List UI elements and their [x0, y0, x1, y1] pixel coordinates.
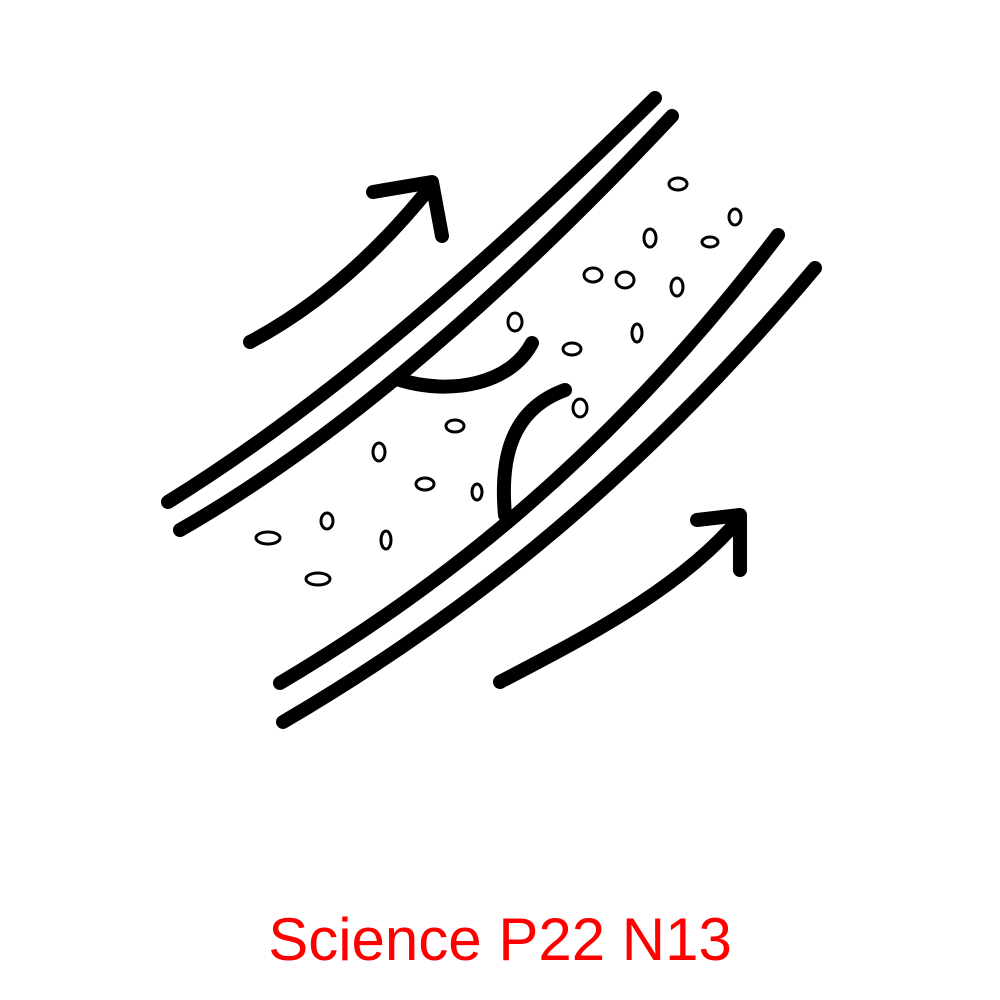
wall-lower-inner	[273, 228, 785, 690]
cell	[614, 270, 636, 290]
cell	[667, 176, 689, 192]
vein-walls	[161, 91, 822, 729]
cell	[470, 482, 484, 502]
caption: Science P22 N13	[268, 906, 732, 973]
cell	[700, 235, 720, 249]
cell	[304, 571, 332, 587]
arrow-head	[690, 508, 747, 577]
arrow-head	[366, 175, 449, 243]
cell	[254, 530, 282, 546]
wall-lower-outer	[276, 261, 822, 729]
cell	[319, 511, 335, 531]
cell	[727, 207, 743, 227]
cell	[630, 322, 644, 344]
valves	[393, 336, 572, 522]
arrow-shaft	[493, 511, 747, 689]
cell	[506, 311, 524, 333]
cell	[414, 476, 436, 492]
arrows	[243, 175, 747, 689]
cell	[642, 227, 658, 249]
cell	[582, 266, 604, 284]
cell	[444, 418, 466, 434]
arrow-shaft	[243, 178, 439, 349]
wall-upper-inner	[173, 109, 679, 537]
cell	[561, 341, 583, 357]
valve-flap	[393, 336, 539, 394]
cell	[371, 441, 387, 463]
cell	[379, 529, 393, 551]
wall-upper-outer	[161, 91, 662, 509]
cell	[571, 397, 589, 419]
blood-cells	[254, 176, 743, 587]
cell	[669, 276, 685, 298]
valve-flap	[496, 383, 572, 522]
